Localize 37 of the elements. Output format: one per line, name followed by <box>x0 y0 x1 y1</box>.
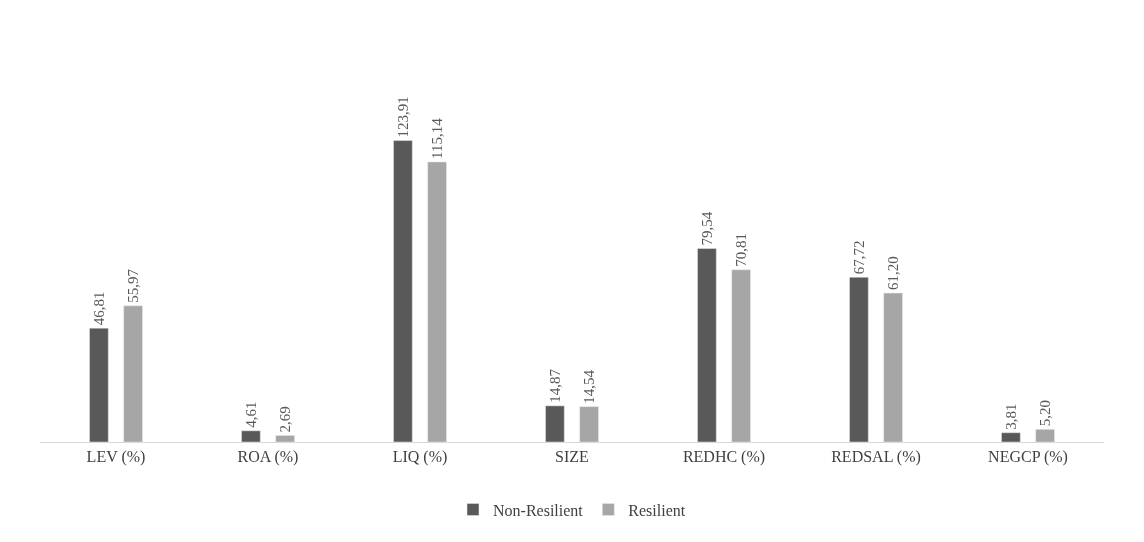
data-label: 55,97 <box>125 268 142 303</box>
bar <box>883 292 903 442</box>
data-label: 70,81 <box>733 232 750 267</box>
x-tick-label: LEV (%) <box>86 448 146 467</box>
x-tick-label: REDSAL (%) <box>831 448 921 467</box>
data-label: 3,81 <box>1002 403 1019 430</box>
data-label: 4,61 <box>242 401 259 428</box>
legend-label: Non-Resilient <box>493 501 584 519</box>
data-label: 67,72 <box>850 240 867 275</box>
data-label: 2,69 <box>277 406 294 433</box>
x-tick-label: REDHC (%) <box>682 448 766 467</box>
data-label: 14,87 <box>546 368 563 403</box>
bar <box>275 435 295 442</box>
data-label: 14,54 <box>581 369 598 404</box>
data-label: 61,20 <box>885 256 902 291</box>
x-tick-label: NEGCP (%) <box>988 448 1068 467</box>
bar <box>1035 429 1055 442</box>
bar <box>697 248 717 442</box>
bar <box>1001 432 1021 442</box>
bar <box>731 269 751 442</box>
x-tick-label: ROA (%) <box>237 448 299 467</box>
data-label: 115,14 <box>429 117 446 159</box>
bar <box>545 405 565 442</box>
data-label: 46,81 <box>90 291 107 326</box>
data-label: 5,20 <box>1037 400 1054 427</box>
bar <box>579 406 599 442</box>
data-label: 79,54 <box>698 211 715 246</box>
x-tick-label: SIZE <box>555 448 589 466</box>
legend-label: Resilient <box>628 501 686 519</box>
data-label: 123,91 <box>394 96 411 138</box>
bar <box>123 305 143 442</box>
x-tick-label: LIQ (%) <box>392 448 448 467</box>
bar <box>393 140 413 442</box>
bar <box>427 161 447 442</box>
bar <box>241 430 261 442</box>
bar <box>89 327 109 442</box>
bar <box>849 277 869 442</box>
